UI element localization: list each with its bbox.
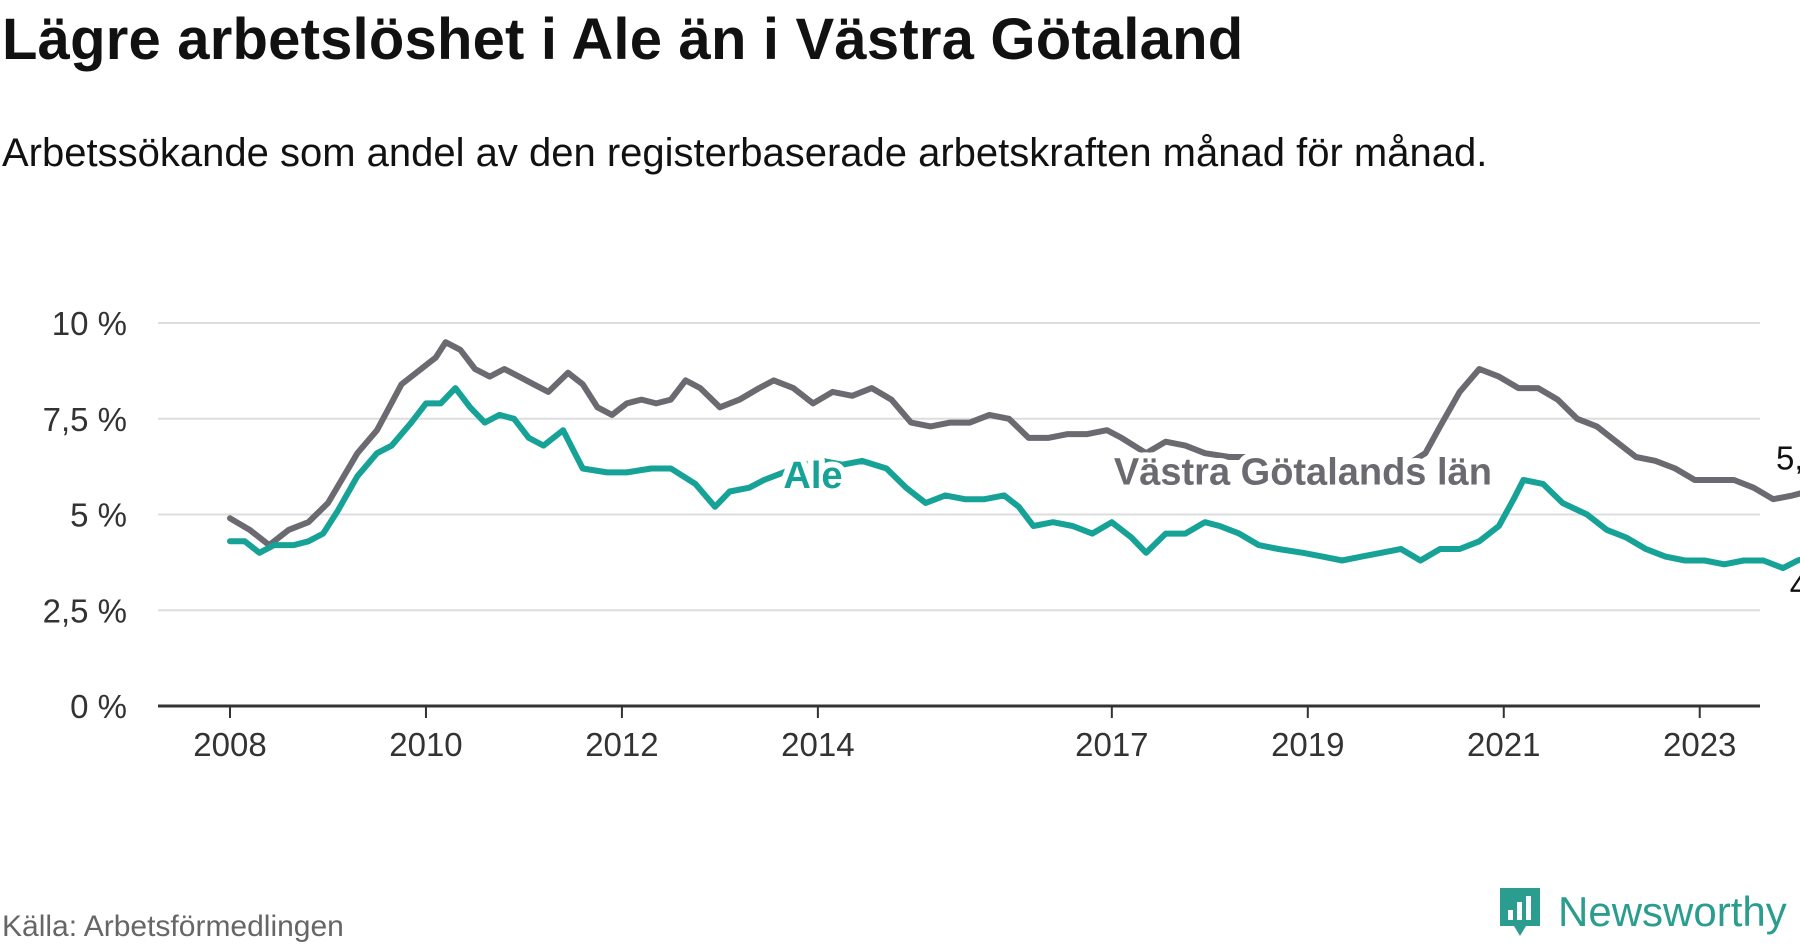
x-tick-label: 2019 — [1271, 726, 1344, 763]
newsworthy-logo-icon — [1500, 888, 1540, 936]
y-tick-label: 5 % — [70, 497, 127, 534]
series-layer — [227, 339, 1800, 572]
series-annotation-label: Västra Götalands län — [1114, 451, 1492, 493]
chart-subtitle: Arbetssökande som andel av den registerb… — [2, 131, 1488, 175]
brand-name: Newsworthy — [1558, 888, 1787, 935]
label-layer: 5,6 % 4 % Ale Västra Götalands län — [777, 440, 1800, 604]
x-tick-label: 2010 — [389, 726, 462, 763]
series-end-label: 5,6 % — [1776, 440, 1800, 477]
series-line-ale — [227, 385, 1800, 572]
x-tick-label: 2023 — [1663, 726, 1736, 763]
x-tick-label: 2012 — [585, 726, 658, 763]
x-tick-label: 2014 — [781, 726, 854, 763]
series-end-label: 4 % — [1790, 567, 1800, 604]
y-tick-label: 10 % — [52, 305, 127, 342]
x-tick-label: 2017 — [1075, 726, 1148, 763]
x-tick-label: 2008 — [193, 726, 266, 763]
y-tick-label: 2,5 % — [43, 592, 127, 629]
axis-layer: 0 % 2,5 % 5 % 7,5 % 10 % 2008 2010 2012 2014 2017… — [43, 305, 1760, 763]
grid-layer — [158, 322, 1760, 612]
series-line-vastra-gotaland — [227, 339, 1800, 549]
chart-title: Lägre arbetslöshet i Ale än i Västra Göt… — [2, 7, 1244, 72]
y-tick-label: 7,5 % — [43, 401, 127, 438]
brand-logo[interactable]: Newsworthy — [1496, 884, 1787, 940]
x-tick-label: 2021 — [1467, 726, 1540, 763]
y-tick-label: 0 % — [70, 688, 127, 725]
series-annotation-label: Ale — [783, 455, 842, 497]
source-note: Källa: Arbetsförmedlingen — [2, 910, 344, 943]
